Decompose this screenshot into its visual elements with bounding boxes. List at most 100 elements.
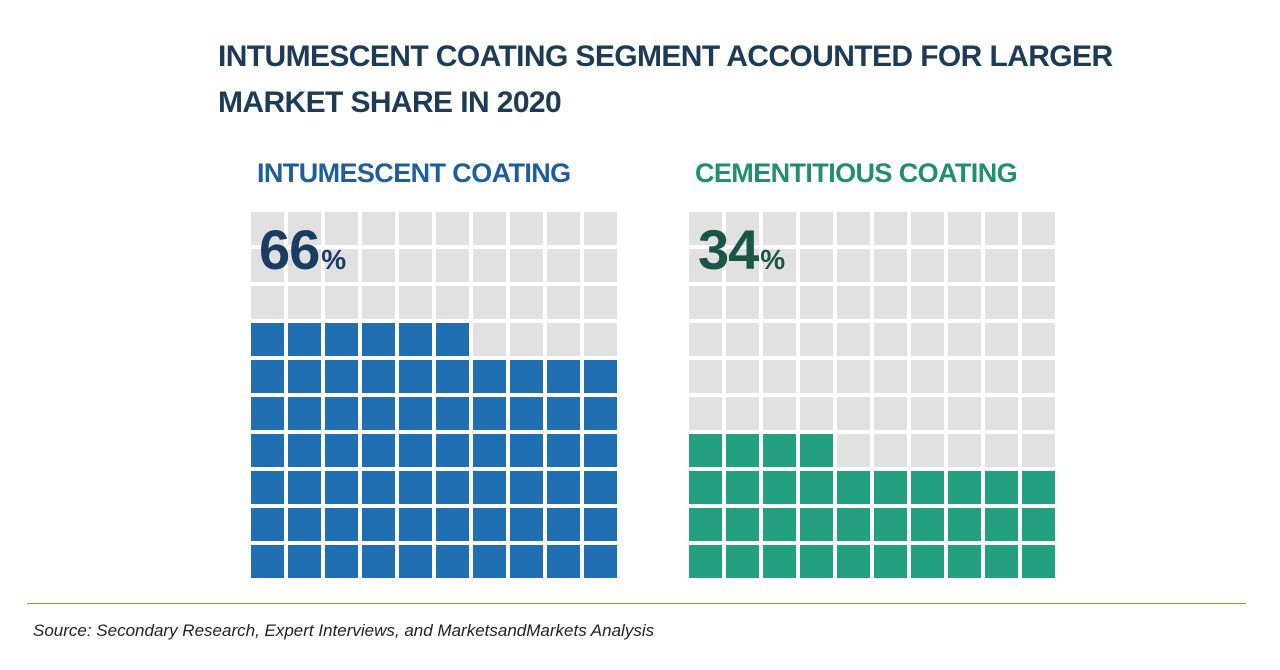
waffle-cell-filled	[763, 508, 796, 541]
waffle-cell-filled	[436, 434, 469, 467]
waffle-cell-filled	[473, 471, 506, 504]
waffle-cell-empty	[1022, 212, 1055, 245]
waffle-cell-empty	[763, 360, 796, 393]
waffle-cell-filled	[510, 508, 543, 541]
waffle-cell-empty	[763, 323, 796, 356]
waffle-cell-filled	[473, 434, 506, 467]
waffle-cell-filled	[547, 360, 580, 393]
waffle-cell-empty	[473, 286, 506, 319]
waffle-cell-empty	[800, 323, 833, 356]
waffle-cell-filled	[362, 397, 395, 430]
waffle-cell-empty	[547, 286, 580, 319]
waffle-cell-filled	[362, 360, 395, 393]
waffle-cell-filled	[436, 323, 469, 356]
waffle-cell-empty	[510, 286, 543, 319]
waffle-cell-empty	[584, 212, 617, 245]
waffle-cell-filled	[547, 545, 580, 578]
waffle-cell-filled	[399, 434, 432, 467]
waffle-cell-empty	[325, 286, 358, 319]
waffle-cell-filled	[800, 508, 833, 541]
waffle-cell-empty	[800, 397, 833, 430]
waffle-cell-filled	[837, 508, 870, 541]
source-note: Source: Secondary Research, Expert Inter…	[33, 621, 655, 640]
waffle-cell-filled	[436, 508, 469, 541]
waffle-cell-empty	[763, 212, 796, 245]
waffle-cell-filled	[763, 434, 796, 467]
waffle-cell-filled	[837, 471, 870, 504]
waffle-cell-empty	[473, 249, 506, 282]
waffle-cell-empty	[689, 397, 722, 430]
waffle-cell-empty	[362, 212, 395, 245]
waffle-cell-empty	[911, 360, 944, 393]
waffle-cell-filled	[399, 508, 432, 541]
waffle-cell-empty	[399, 286, 432, 319]
waffle-cell-empty	[251, 286, 284, 319]
waffle-cell-filled	[726, 545, 759, 578]
waffle-cell-filled	[689, 434, 722, 467]
waffle-cell-filled	[436, 360, 469, 393]
waffle-cell-empty	[874, 434, 907, 467]
waffle-cell-filled	[874, 545, 907, 578]
waffle-cell-empty	[473, 212, 506, 245]
waffle-cell-empty	[251, 212, 284, 245]
waffle-cell-filled	[1022, 508, 1055, 541]
waffle-cell-filled	[325, 508, 358, 541]
waffle-cell-empty	[1022, 360, 1055, 393]
waffle-cell-filled	[763, 471, 796, 504]
waffle-cell-filled	[288, 360, 321, 393]
waffle-cell-empty	[948, 323, 981, 356]
waffle-cell-filled	[547, 397, 580, 430]
waffle-cell-empty	[689, 212, 722, 245]
waffle-cell-filled	[726, 434, 759, 467]
waffle-cell-filled	[547, 471, 580, 504]
waffle-cell-filled	[985, 508, 1018, 541]
waffle-cell-filled	[325, 397, 358, 430]
waffle-cell-filled	[800, 471, 833, 504]
waffle-cell-filled	[251, 397, 284, 430]
waffle-cell-empty	[689, 249, 722, 282]
waffle-cell-filled	[325, 360, 358, 393]
waffle-cell-filled	[362, 508, 395, 541]
waffle-cell-filled	[288, 397, 321, 430]
intumescent-percentage: 66%	[259, 218, 346, 297]
cementitious-percentage: 34%	[698, 218, 785, 297]
waffle-cell-empty	[874, 323, 907, 356]
waffle-cell-filled	[874, 508, 907, 541]
waffle-cell-filled	[584, 545, 617, 578]
waffle-cell-filled	[985, 471, 1018, 504]
waffle-cell-filled	[948, 508, 981, 541]
waffle-cell-filled	[251, 323, 284, 356]
waffle-cell-filled	[473, 397, 506, 430]
waffle-cell-filled	[399, 471, 432, 504]
waffle-cell-filled	[436, 545, 469, 578]
waffle-cell-empty	[874, 249, 907, 282]
waffle-cell-filled	[510, 545, 543, 578]
waffle-cell-filled	[473, 545, 506, 578]
waffle-cell-empty	[800, 212, 833, 245]
waffle-cell-filled	[399, 360, 432, 393]
waffle-cell-empty	[1022, 434, 1055, 467]
waffle-cell-empty	[800, 286, 833, 319]
waffle-cell-filled	[726, 508, 759, 541]
waffle-cell-filled	[399, 545, 432, 578]
chart-title: INTUMESCENT COATING SEGMENT ACCOUNTED FO…	[218, 40, 1113, 119]
waffle-cell-empty	[948, 434, 981, 467]
waffle-cell-empty	[1022, 397, 1055, 430]
waffle-cell-empty	[689, 360, 722, 393]
waffle-cell-filled	[288, 545, 321, 578]
cementitious-waffle-grid	[689, 212, 1055, 578]
waffle-cell-empty	[800, 360, 833, 393]
waffle-cell-empty	[948, 249, 981, 282]
waffle-cell-empty	[399, 212, 432, 245]
waffle-cell-empty	[763, 397, 796, 430]
intumescent-waffle-grid	[251, 212, 617, 578]
waffle-cell-filled	[251, 508, 284, 541]
waffle-cell-empty	[911, 397, 944, 430]
waffle-cell-filled	[948, 545, 981, 578]
waffle-cell-filled	[473, 360, 506, 393]
intumescent-value: 66	[259, 218, 320, 281]
waffle-cell-filled	[251, 471, 284, 504]
waffle-cell-empty	[837, 360, 870, 393]
waffle-cell-empty	[874, 397, 907, 430]
waffle-cell-empty	[510, 249, 543, 282]
